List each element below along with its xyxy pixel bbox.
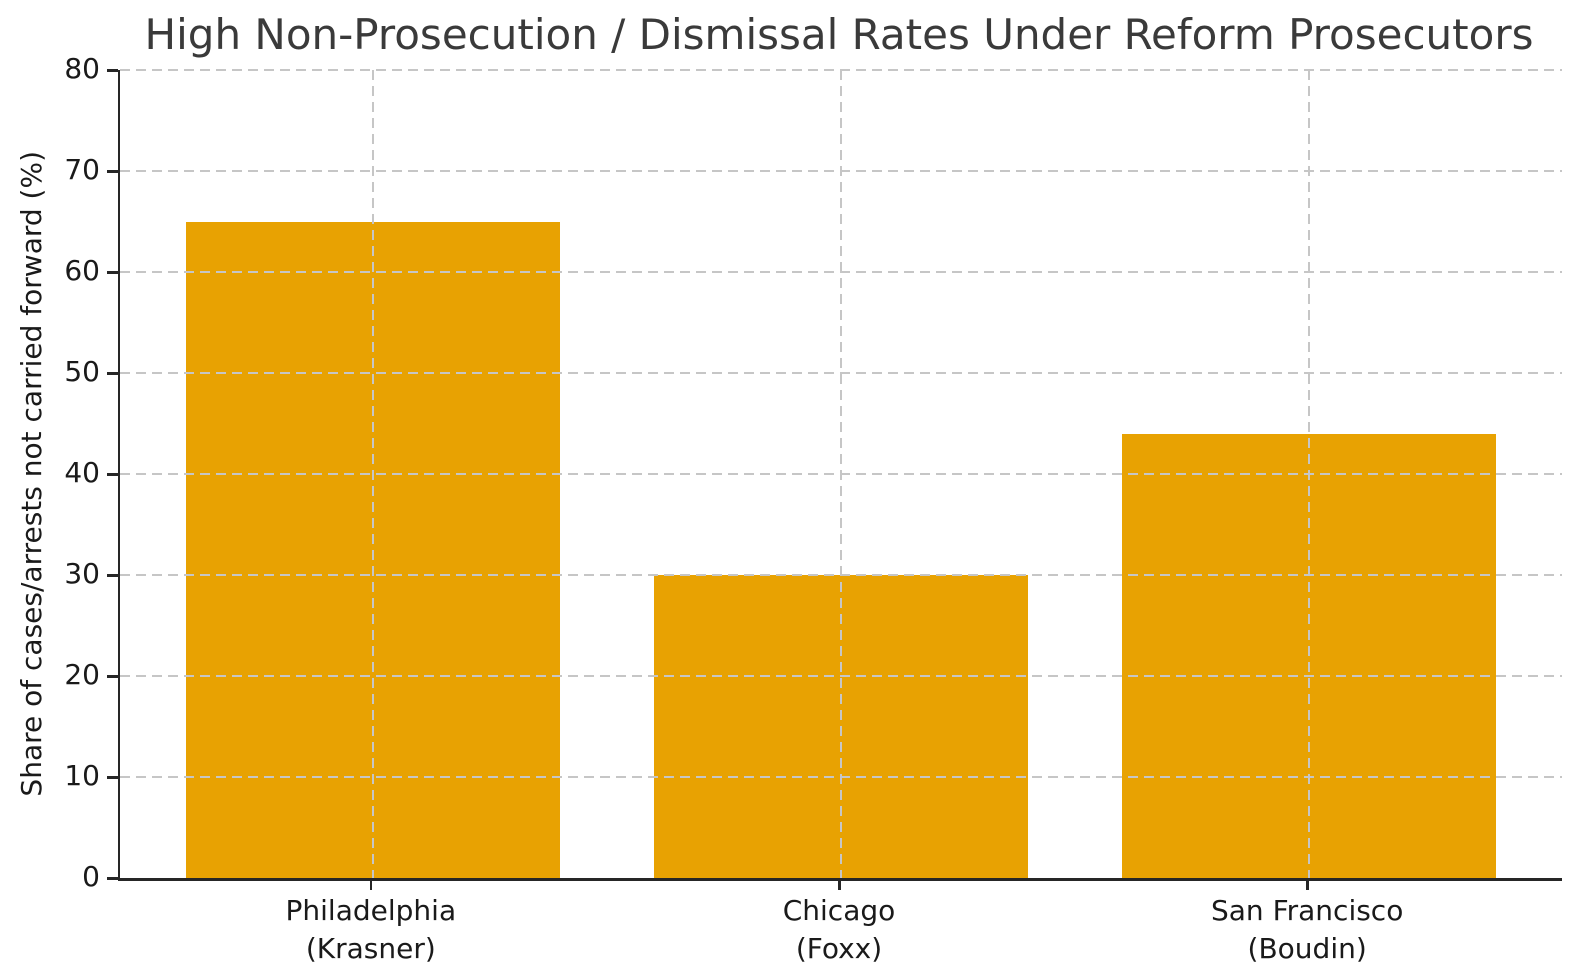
y-tick-mark-50 — [107, 372, 118, 375]
y-tick-label-80: 80 — [64, 52, 100, 85]
y-tick-mark-80 — [107, 69, 118, 72]
y-tick-mark-20 — [107, 675, 118, 678]
gridline-x-3 — [1308, 70, 1311, 878]
x-tick-mark-2 — [838, 881, 841, 890]
x-tick-label-2: Chicago (Foxx) — [782, 894, 896, 965]
y-tick-label-30: 30 — [64, 557, 100, 590]
y-tick-mark-40 — [107, 473, 118, 476]
x-tick-label-3: San Francisco (Boudin) — [1210, 894, 1404, 965]
x-tick-label-1: Philadelphia (Krasner) — [285, 894, 457, 965]
y-tick-label-10: 10 — [64, 759, 100, 792]
y-tick-mark-10 — [107, 776, 118, 779]
y-tick-mark-30 — [107, 574, 118, 577]
plot-area — [118, 69, 1562, 881]
x-tick-mark-1 — [369, 881, 373, 890]
y-tick-label-20: 20 — [64, 658, 100, 691]
y-tick-label-60: 60 — [64, 254, 100, 287]
y-tick-label-70: 70 — [64, 153, 100, 186]
y-tick-mark-60 — [107, 271, 118, 274]
gridline-x-1 — [371, 70, 374, 878]
y-tick-label-50: 50 — [64, 355, 100, 388]
y-tick-mark-70 — [107, 170, 118, 173]
y-tick-mark-0 — [107, 877, 118, 880]
chart-title: High Non-Prosecution / Dismissal Rates U… — [144, 10, 1534, 59]
gridline-x-2 — [840, 70, 842, 878]
y-tick-label-0: 0 — [82, 860, 100, 893]
x-tick-mark-3 — [1306, 881, 1309, 890]
y-tick-label-40: 40 — [64, 456, 100, 489]
